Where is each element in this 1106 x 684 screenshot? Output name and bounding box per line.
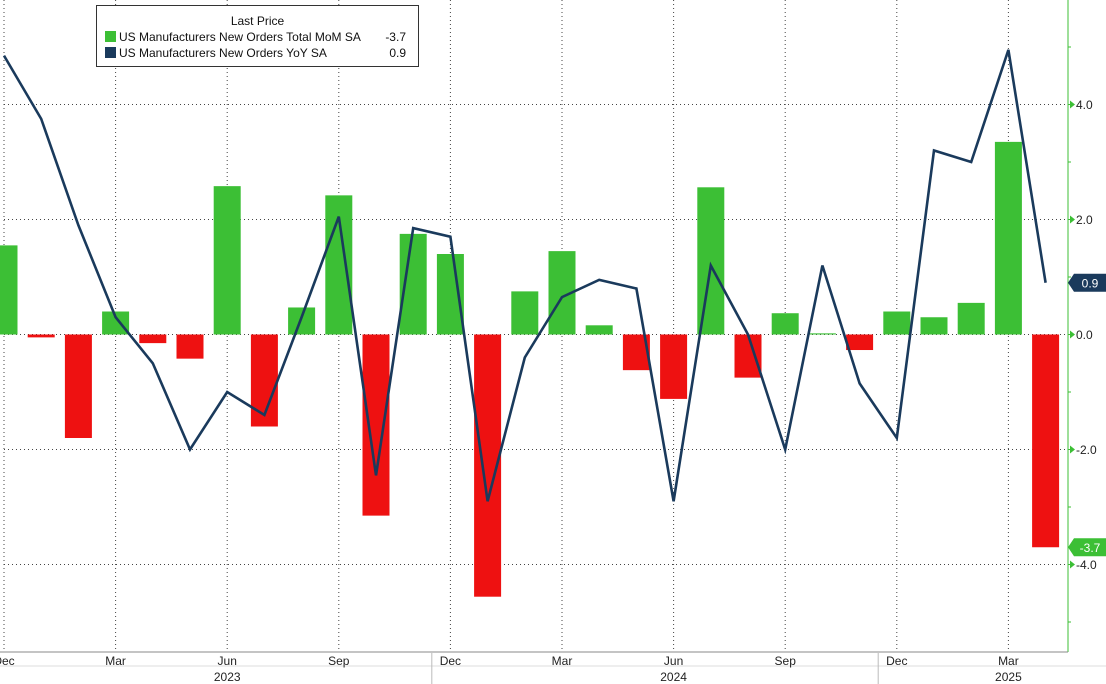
- bar: [250, 334, 278, 427]
- legend-title: Last Price: [230, 14, 285, 28]
- last-value-tag-mom: -3.7: [1068, 538, 1106, 557]
- y-major-tick: [1070, 215, 1075, 224]
- x-tick-label: Jun: [664, 654, 683, 668]
- legend: Last Price US Manufacturers New Orders T…: [96, 5, 419, 67]
- y-major-tick: [1070, 330, 1075, 339]
- x-tick-label: Mar: [105, 654, 126, 668]
- y-tick-label: 2.0: [1076, 213, 1093, 227]
- bar-series: [0, 141, 1060, 597]
- x-tick-label: Dec: [440, 654, 461, 668]
- legend-value-mom: -3.7: [385, 30, 406, 44]
- legend-label-mom: US Manufacturers New Orders Total MoM SA: [119, 30, 361, 44]
- bar: [1032, 334, 1060, 548]
- y-tick-label: 4.0: [1076, 98, 1093, 112]
- y-tick-label: -4.0: [1076, 558, 1097, 572]
- bar: [325, 195, 353, 335]
- bar: [957, 302, 985, 335]
- last-value-tag-yoy-bg: [1068, 273, 1106, 292]
- bar: [660, 334, 688, 399]
- x-tick-label: Dec: [0, 654, 15, 668]
- x-tick-label: Jun: [218, 654, 237, 668]
- legend-value-yoy: 0.9: [389, 46, 406, 60]
- last-value-tag-yoy: 0.9: [1068, 273, 1106, 292]
- y-tick-label: -2.0: [1076, 443, 1097, 457]
- bar: [920, 317, 948, 335]
- bar: [771, 313, 799, 335]
- y-tick-label: 0.0: [1076, 328, 1093, 342]
- bar: [994, 141, 1022, 335]
- legend-entry-mom: US Manufacturers New Orders Total MoM SA…: [97, 29, 418, 45]
- bar: [288, 307, 316, 335]
- y-major-tick: [1070, 100, 1075, 109]
- y-major-tick: [1070, 445, 1075, 454]
- bar: [734, 334, 762, 378]
- legend-label-yoy: US Manufacturers New Orders YoY SA: [119, 46, 327, 60]
- bar: [697, 187, 725, 335]
- last-value-tag-mom-bg: [1068, 538, 1106, 557]
- legend-swatch-yoy: [105, 47, 116, 58]
- bar: [139, 334, 167, 344]
- last-value-tag-yoy-text: 0.9: [1082, 276, 1099, 290]
- x-tick-label: Dec: [886, 654, 907, 668]
- bar: [585, 325, 613, 335]
- bar: [176, 334, 204, 359]
- last-value-tag-mom-text: -3.7: [1080, 541, 1101, 555]
- x-tick-label: Sep: [775, 654, 797, 668]
- x-year-label: 2023: [214, 670, 241, 684]
- yoy-line: [2, 49, 1047, 502]
- bar: [883, 311, 911, 335]
- legend-entry-yoy: US Manufacturers New Orders YoY SA 0.9: [97, 45, 418, 61]
- legend-swatch-mom: [105, 31, 116, 42]
- line-series: [2, 49, 1047, 502]
- x-tick-label: Mar: [552, 654, 573, 668]
- bar: [808, 333, 836, 335]
- bar: [362, 334, 390, 516]
- x-year-label: 2025: [995, 670, 1022, 684]
- bar: [64, 334, 92, 438]
- bar: [213, 186, 241, 335]
- bar: [27, 334, 55, 338]
- bar: [0, 245, 18, 335]
- y-major-tick: [1070, 560, 1075, 569]
- bar: [511, 291, 539, 335]
- x-tick-label: Mar: [998, 654, 1019, 668]
- bar: [436, 254, 464, 335]
- x-tick-label: Sep: [328, 654, 350, 668]
- bar: [846, 334, 874, 351]
- x-year-label: 2024: [660, 670, 687, 684]
- bar: [102, 311, 130, 335]
